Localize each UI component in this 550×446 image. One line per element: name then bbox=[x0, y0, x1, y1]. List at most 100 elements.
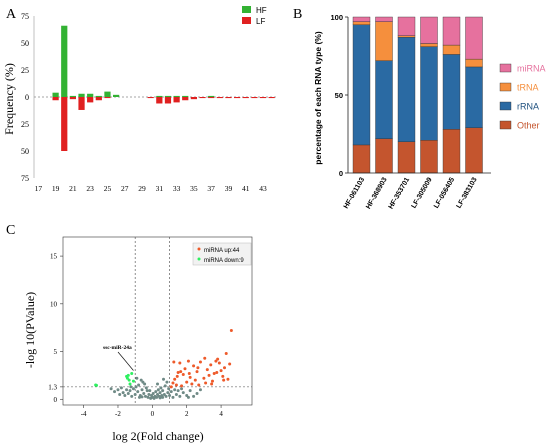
point-up bbox=[192, 364, 196, 368]
point-up bbox=[171, 381, 175, 385]
bar-other-lf-305009 bbox=[420, 140, 438, 174]
chart-a-y-tick-label: 50 bbox=[21, 39, 29, 48]
legend-swatch-lf bbox=[242, 17, 251, 24]
point-up bbox=[203, 356, 207, 360]
bar-other-hf-368903 bbox=[375, 138, 393, 174]
bar-lf-32 bbox=[164, 97, 172, 104]
point-ns bbox=[148, 389, 152, 393]
bar-rrna-lf-056405 bbox=[442, 54, 461, 130]
chart-a-x-tick-label: 43 bbox=[259, 184, 267, 193]
bar-lf-22 bbox=[78, 97, 85, 110]
chart-b-x-tick-label: LF-383103 bbox=[456, 176, 479, 209]
chart-c-y-tick-label: 0 bbox=[54, 396, 58, 404]
chart-c-plot-border bbox=[62, 236, 253, 406]
point-ns bbox=[135, 376, 139, 380]
point-up bbox=[210, 382, 214, 386]
point-ns bbox=[140, 388, 144, 392]
point-up bbox=[181, 372, 185, 376]
point-up bbox=[219, 369, 223, 373]
bar-other-lf-383103 bbox=[465, 127, 483, 174]
point-up bbox=[186, 359, 190, 363]
point-ns bbox=[154, 390, 158, 394]
point-up bbox=[195, 370, 199, 374]
bar-hf-25 bbox=[104, 91, 111, 97]
chart-a-x-tick-label: 33 bbox=[173, 184, 181, 193]
chart-b-x-tick-label: HF-368903 bbox=[365, 176, 389, 210]
annotation-arrow bbox=[117, 351, 134, 371]
point-ns bbox=[125, 388, 129, 392]
point-ns bbox=[146, 395, 150, 399]
bar-lf-42 bbox=[251, 97, 258, 99]
legend-swatch-mirna bbox=[499, 63, 512, 73]
point-ns bbox=[118, 393, 122, 396]
chart-c-y-label: -log 10(PValue) bbox=[23, 292, 37, 368]
bar-other-hf-061103 bbox=[352, 144, 371, 174]
point-ns bbox=[181, 391, 185, 395]
point-ns bbox=[156, 388, 160, 392]
chart-b-y-tick-label: 100 bbox=[330, 13, 343, 22]
point-up bbox=[190, 382, 194, 386]
bar-lf-35 bbox=[190, 97, 198, 100]
bar-mirna-hf-368903 bbox=[375, 16, 393, 22]
legend-swatch-rrna bbox=[499, 101, 512, 111]
bar-mirna-hf-061103 bbox=[352, 16, 371, 22]
bar-lf-19 bbox=[52, 97, 59, 101]
point-up bbox=[228, 362, 232, 366]
chart-a-y-tick-label: 75 bbox=[21, 174, 29, 183]
bar-trna-lf-305009 bbox=[420, 43, 438, 47]
point-ns bbox=[163, 384, 167, 388]
legend-swatch-hf bbox=[242, 6, 251, 13]
chart-c-x-tick-label: -2 bbox=[115, 410, 121, 418]
bar-lf-44 bbox=[268, 97, 275, 99]
point-up bbox=[209, 363, 213, 367]
point-ns bbox=[126, 392, 130, 396]
chart-c-x-tick-label: 4 bbox=[219, 410, 223, 418]
point-ns bbox=[156, 393, 159, 396]
bar-hf-21 bbox=[69, 95, 77, 97]
legend-label-up: miRNA up:44 bbox=[204, 248, 240, 254]
point-ns bbox=[166, 391, 170, 395]
point-ns bbox=[158, 391, 162, 395]
point-ns bbox=[113, 390, 117, 394]
point-ns bbox=[141, 380, 145, 384]
point-up bbox=[198, 360, 202, 364]
chart-c-x-label: log 2(Fold change) bbox=[112, 429, 203, 443]
point-ns bbox=[156, 382, 159, 386]
chart-a-bars bbox=[52, 25, 275, 151]
bar-rrna-hf-353701 bbox=[397, 37, 416, 142]
point-ns bbox=[131, 387, 135, 391]
point-ns bbox=[121, 391, 125, 395]
chart-b-rna-composition: percentage of each RNA type (%) HF-06110… bbox=[313, 13, 546, 210]
point-up bbox=[185, 380, 189, 384]
legend-label-rrna: rRNA bbox=[517, 102, 539, 112]
chart-a-y-ticks: 75 50 25 0 25 50 75 bbox=[21, 12, 29, 183]
point-down bbox=[130, 372, 134, 375]
bar-hf-26 bbox=[112, 94, 120, 97]
chart-b-x-tick-label: LF-056405 bbox=[433, 176, 456, 209]
bar-hf-23 bbox=[87, 93, 94, 97]
bar-hf-24 bbox=[95, 95, 102, 97]
point-down bbox=[126, 373, 130, 377]
legend-marker-down bbox=[197, 257, 201, 261]
point-ns bbox=[198, 388, 202, 392]
point-ns bbox=[142, 392, 146, 396]
point-up bbox=[205, 368, 209, 372]
point-up bbox=[223, 366, 227, 370]
bar-lf-38 bbox=[216, 97, 223, 99]
point-up bbox=[180, 384, 184, 388]
bar-rrna-hf-368903 bbox=[375, 60, 393, 139]
point-ns bbox=[162, 393, 166, 396]
bar-trna-hf-061103 bbox=[352, 21, 371, 26]
point-up bbox=[174, 383, 178, 387]
legend-label-hf: HF bbox=[256, 6, 267, 15]
point-ns bbox=[192, 394, 196, 398]
bar-mirna-hf-353701 bbox=[397, 16, 416, 36]
chart-c-x-tick-label: 0 bbox=[151, 410, 155, 418]
point-ns bbox=[143, 394, 147, 398]
point-up bbox=[173, 377, 177, 381]
chart-a-x-tick-label: 27 bbox=[121, 184, 129, 193]
chart-a-x-tick-label: 21 bbox=[69, 184, 77, 193]
point-ns bbox=[158, 396, 162, 400]
bar-hf-34 bbox=[182, 95, 189, 97]
point-ns bbox=[136, 390, 140, 394]
